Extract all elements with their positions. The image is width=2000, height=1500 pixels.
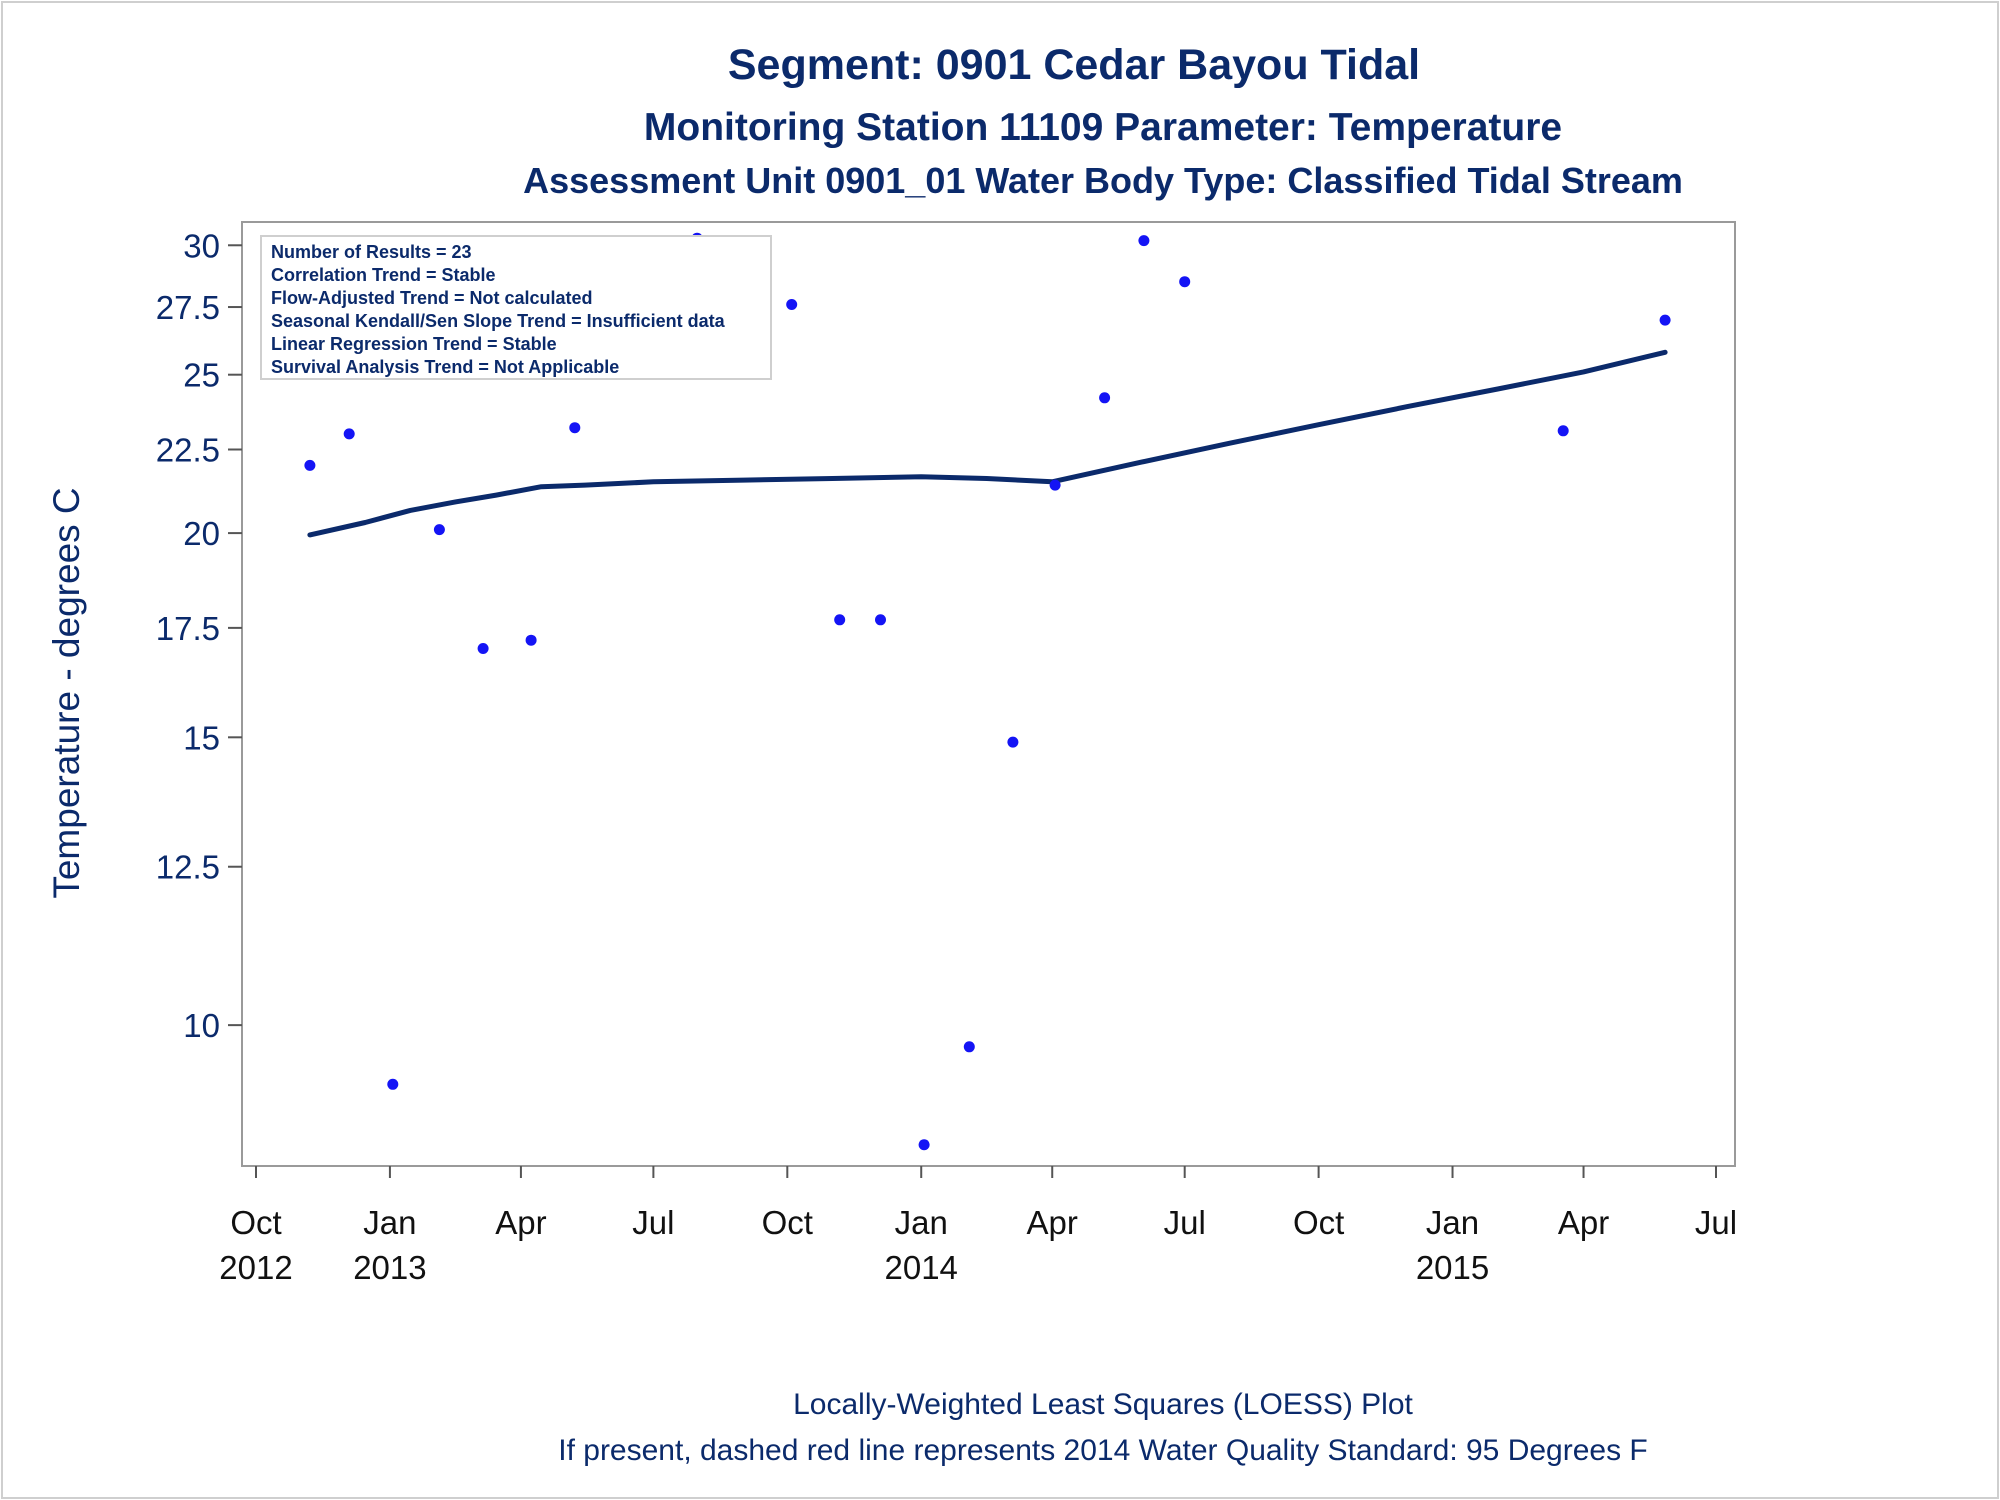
data-point — [1007, 736, 1019, 748]
y-tick-label: 22.5 — [156, 431, 220, 468]
data-point — [786, 299, 798, 310]
data-point — [1659, 314, 1671, 326]
footnote-1: Locally-Weighted Least Squares (LOESS) P… — [793, 1388, 1413, 1421]
data-point — [1557, 425, 1569, 437]
x-tick-month: Jan — [1426, 1204, 1479, 1241]
x-tick-year: 2015 — [1416, 1249, 1489, 1286]
data-point — [918, 1139, 930, 1151]
x-axis: Oct 2012 Jan 2013 Apr Jul Oct Jan 2014 Apr Jul Oct J… — [219, 1166, 1737, 1286]
y-tick-label: 30 — [183, 227, 220, 264]
data-point — [433, 524, 445, 536]
y-tick-label: 15 — [183, 719, 220, 756]
x-tick-month: Jan — [895, 1204, 948, 1241]
chart-subtitle: Monitoring Station 11109 Parameter: Temp… — [644, 106, 1562, 149]
data-point — [1138, 235, 1150, 247]
data-point — [1099, 392, 1111, 404]
chart-subtitle-2: Assessment Unit 0901_01 Water Body Type:… — [523, 160, 1683, 201]
data-point — [875, 614, 886, 626]
chart-canvas: Segment: 0901 Cedar Bayou Tidal Monitori… — [46, 41, 1737, 1467]
x-tick-month: Jul — [632, 1204, 674, 1241]
data-point — [477, 643, 489, 654]
x-tick-month: Apr — [1027, 1204, 1078, 1241]
x-tick-month: Oct — [230, 1204, 281, 1241]
y-tick-label: 12.5 — [156, 849, 220, 886]
chart-title: Segment: 0901 Cedar Bayou Tidal — [728, 41, 1420, 89]
y-tick-label: 20 — [183, 515, 220, 552]
loess-line-group — [307, 349, 1668, 538]
y-tick-label: 17.5 — [156, 610, 220, 647]
data-point — [387, 1078, 399, 1090]
x-tick-year: 2014 — [885, 1249, 958, 1286]
data-point — [525, 634, 537, 646]
x-tick-month: Jul — [1164, 1204, 1206, 1241]
x-tick-year: 2013 — [353, 1249, 426, 1286]
loess-line — [307, 349, 1668, 538]
data-point — [963, 1041, 975, 1053]
data-point — [1049, 479, 1061, 491]
stats-line: Seasonal Kendall/Sen Slope Trend = Insuf… — [271, 311, 726, 331]
plot-area — [241, 221, 1736, 1167]
y-tick-label: 25 — [183, 357, 220, 394]
x-tick-month: Jul — [1695, 1204, 1737, 1241]
footnote-2: If present, dashed red line represents 2… — [558, 1434, 1648, 1467]
stats-line: Correlation Trend = Stable — [271, 265, 496, 285]
y-tick-label: 27.5 — [156, 289, 220, 326]
x-tick-month: Oct — [762, 1204, 813, 1241]
stats-box-border — [260, 235, 772, 380]
x-tick-month: Apr — [495, 1204, 546, 1241]
stats-line: Survival Analysis Trend = Not Applicable — [271, 357, 619, 377]
data-point — [569, 422, 581, 434]
x-tick-year: 2012 — [219, 1249, 292, 1286]
stats-box: Number of Results = 23 Correlation Trend… — [260, 235, 772, 380]
stats-line: Number of Results = 23 — [271, 242, 472, 262]
stats-line: Flow-Adjusted Trend = Not calculated — [271, 288, 593, 308]
y-axis: 10 12.5 15 17.5 20 22.5 25 27.5 30 — [156, 227, 242, 1044]
data-point — [1179, 276, 1191, 288]
stats-line: Linear Regression Trend = Stable — [271, 334, 557, 354]
x-tick-month: Jan — [363, 1204, 416, 1241]
x-tick-month: Oct — [1293, 1204, 1344, 1241]
y-tick-label: 10 — [183, 1007, 220, 1044]
data-point — [834, 614, 846, 626]
x-tick-month: Apr — [1558, 1204, 1609, 1241]
data-point — [343, 428, 355, 440]
y-axis-label: Temperature - degrees C — [46, 487, 87, 898]
data-point — [304, 459, 316, 471]
